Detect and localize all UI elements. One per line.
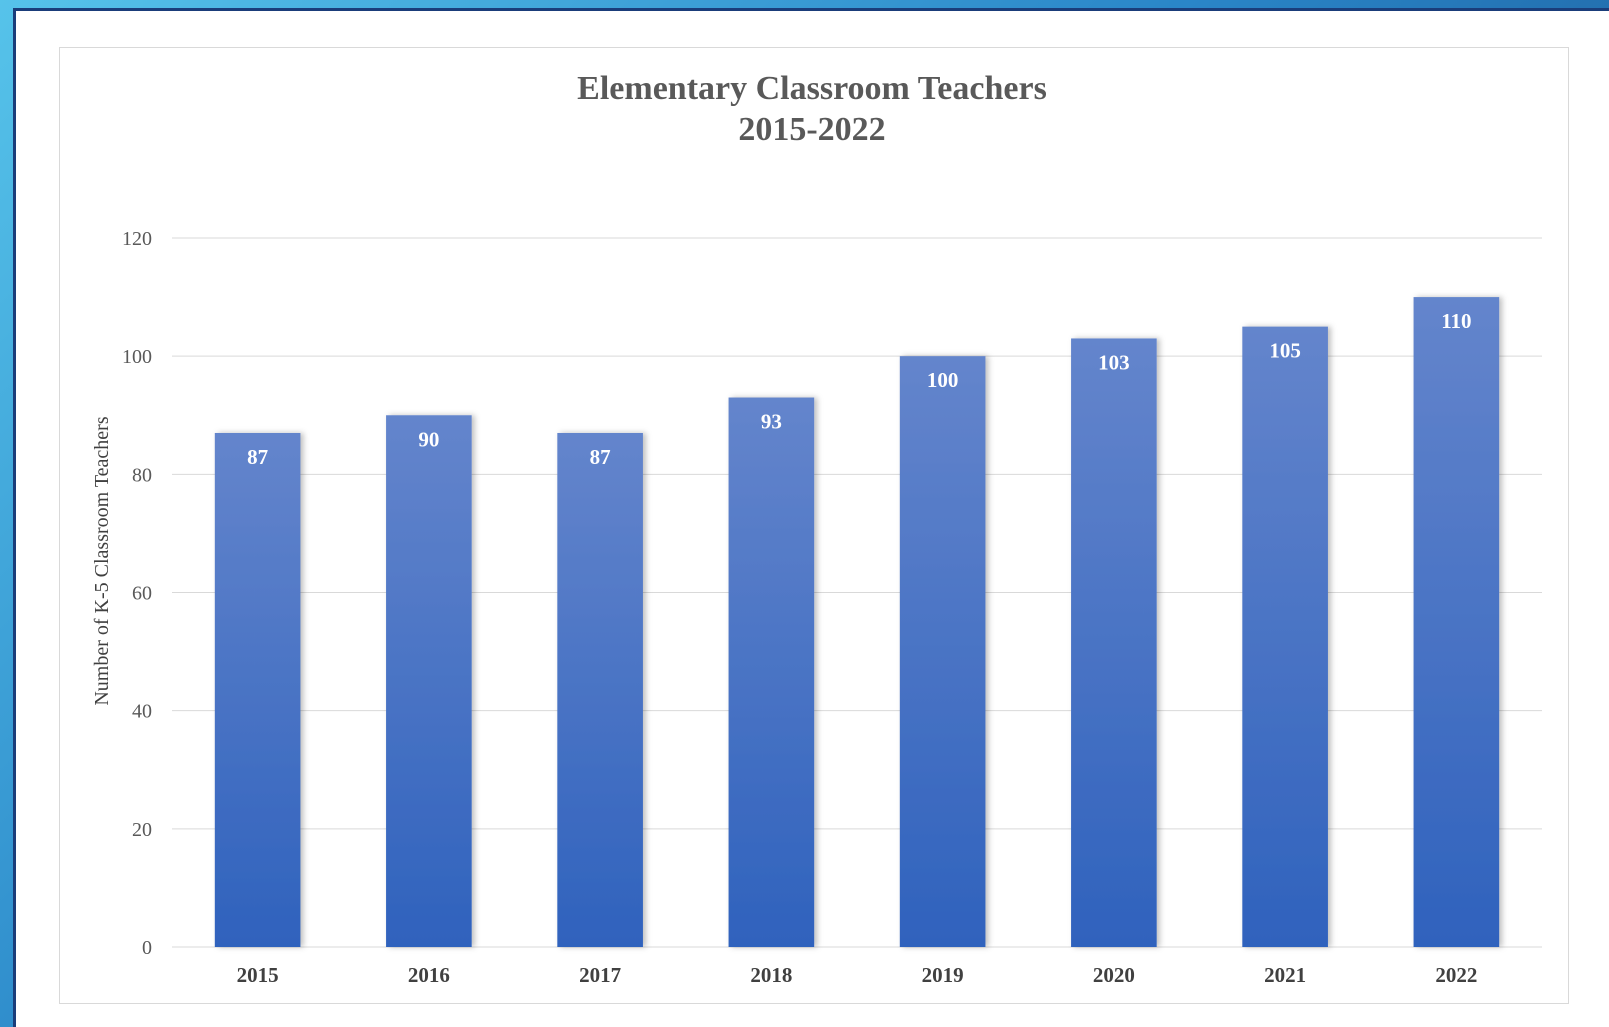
bar-2021: [1242, 326, 1328, 947]
y-tick-label: 60: [132, 583, 152, 605]
data-label-2018: 93: [761, 410, 782, 434]
x-tick-label-2021: 2021: [1264, 963, 1306, 987]
y-tick-label: 100: [122, 346, 152, 368]
bar-2020: [1071, 338, 1157, 948]
y-tick-label: 20: [132, 819, 152, 841]
bar-2016: [386, 415, 472, 947]
x-tick-label-2020: 2020: [1093, 963, 1135, 987]
data-label-2016: 90: [418, 427, 439, 451]
chart-subtitle: 2015-2022: [738, 111, 885, 148]
data-label-2017: 87: [590, 445, 611, 469]
bar-2018: [728, 397, 815, 947]
y-tick-label: 40: [132, 701, 152, 723]
y-tick-label: 0: [142, 937, 152, 959]
x-tick-label-2022: 2022: [1435, 963, 1477, 987]
y-tick-label: 120: [122, 228, 152, 250]
y-tick-label: 80: [132, 464, 152, 486]
bar-2015: [214, 432, 301, 948]
y-axis-ticks: 0 20 40 60 80 100 120: [122, 228, 152, 959]
x-axis-ticks: 2015 2016 2017 2018 2019 2020 2021 2022: [237, 963, 1478, 987]
y-axis-label: Number of K-5 Classroom Teachers: [91, 416, 113, 705]
data-label-2015: 87: [247, 445, 268, 469]
x-tick-label-2016: 2016: [408, 963, 450, 987]
bar-2022: [1413, 297, 1500, 947]
data-label-2021: 105: [1269, 339, 1301, 363]
data-labels: 87 90 87 93 100 103 105 110: [247, 309, 1471, 469]
bar-2017: [557, 432, 643, 948]
gridlines: [172, 237, 1542, 948]
x-tick-label-2018: 2018: [750, 963, 792, 987]
data-label-2020: 103: [1098, 350, 1130, 374]
bar-2019: [899, 356, 986, 948]
data-label-2019: 100: [927, 368, 959, 392]
bars: [214, 297, 1500, 948]
chart-title: Elementary Classroom Teachers: [577, 70, 1047, 107]
data-label-2022: 110: [1441, 309, 1471, 333]
x-tick-label-2015: 2015: [237, 963, 279, 987]
x-tick-label-2017: 2017: [579, 963, 621, 987]
x-tick-label-2019: 2019: [922, 963, 964, 987]
